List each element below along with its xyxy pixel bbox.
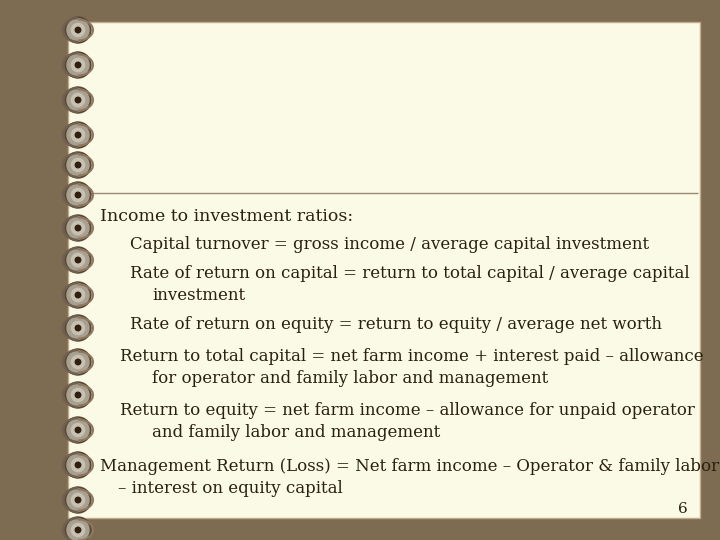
Circle shape (71, 423, 85, 437)
Circle shape (76, 462, 81, 468)
Circle shape (71, 494, 85, 507)
Text: Rate of return on equity = return to equity / average net worth: Rate of return on equity = return to equ… (130, 316, 662, 333)
Text: investment: investment (152, 287, 245, 304)
Circle shape (67, 89, 89, 111)
Circle shape (65, 452, 91, 478)
Circle shape (76, 132, 81, 138)
Circle shape (65, 152, 91, 178)
Circle shape (67, 351, 89, 373)
Circle shape (65, 382, 91, 408)
Circle shape (71, 158, 85, 172)
Circle shape (67, 184, 89, 206)
Circle shape (71, 388, 85, 402)
Circle shape (71, 93, 85, 106)
Circle shape (67, 217, 89, 239)
Text: Rate of return on capital = return to total capital / average capital: Rate of return on capital = return to to… (130, 265, 690, 282)
Circle shape (71, 321, 85, 335)
Circle shape (65, 349, 91, 375)
Bar (68, 22, 700, 518)
Circle shape (67, 249, 89, 271)
Text: Return to equity = net farm income – allowance for unpaid operator: Return to equity = net farm income – all… (120, 402, 695, 419)
Circle shape (76, 325, 81, 330)
Circle shape (67, 124, 89, 146)
Circle shape (65, 182, 91, 208)
Circle shape (76, 257, 81, 263)
Circle shape (65, 282, 91, 308)
Circle shape (76, 97, 81, 103)
Circle shape (71, 523, 85, 537)
Circle shape (67, 489, 89, 511)
Circle shape (65, 215, 91, 241)
Circle shape (76, 225, 81, 231)
Circle shape (67, 419, 89, 441)
Text: Capital turnover = gross income / average capital investment: Capital turnover = gross income / averag… (130, 236, 649, 253)
Circle shape (76, 292, 81, 298)
Circle shape (71, 253, 85, 267)
Circle shape (76, 497, 81, 503)
Circle shape (76, 162, 81, 168)
Circle shape (76, 62, 81, 68)
Circle shape (67, 19, 89, 41)
Circle shape (65, 487, 91, 513)
Circle shape (71, 355, 85, 369)
Circle shape (76, 527, 81, 533)
Circle shape (67, 317, 89, 339)
Circle shape (71, 221, 85, 234)
Circle shape (67, 384, 89, 406)
Text: for operator and family labor and management: for operator and family labor and manage… (152, 370, 548, 387)
Circle shape (76, 192, 81, 198)
Circle shape (65, 122, 91, 148)
Circle shape (76, 359, 81, 364)
Circle shape (71, 288, 85, 302)
Circle shape (65, 247, 91, 273)
Circle shape (65, 52, 91, 78)
Text: Income to investment ratios:: Income to investment ratios: (100, 208, 353, 225)
Circle shape (71, 458, 85, 471)
Circle shape (65, 17, 91, 43)
Circle shape (67, 519, 89, 540)
Circle shape (71, 129, 85, 141)
Circle shape (71, 58, 85, 72)
Text: – interest on equity capital: – interest on equity capital (118, 480, 343, 497)
Circle shape (67, 54, 89, 76)
Text: Management Return (Loss) = Net farm income – Operator & family labor: Management Return (Loss) = Net farm inco… (100, 458, 719, 475)
Circle shape (71, 23, 85, 37)
Text: Return to total capital = net farm income + interest paid – allowance: Return to total capital = net farm incom… (120, 348, 703, 365)
Circle shape (71, 188, 85, 201)
Circle shape (76, 27, 81, 33)
Circle shape (67, 454, 89, 476)
Text: and family labor and management: and family labor and management (152, 424, 440, 441)
Circle shape (65, 315, 91, 341)
Circle shape (76, 427, 81, 433)
Circle shape (76, 392, 81, 398)
Circle shape (67, 154, 89, 176)
Circle shape (65, 87, 91, 113)
Circle shape (65, 417, 91, 443)
Circle shape (65, 517, 91, 540)
Circle shape (67, 284, 89, 306)
Text: 6: 6 (678, 502, 688, 516)
